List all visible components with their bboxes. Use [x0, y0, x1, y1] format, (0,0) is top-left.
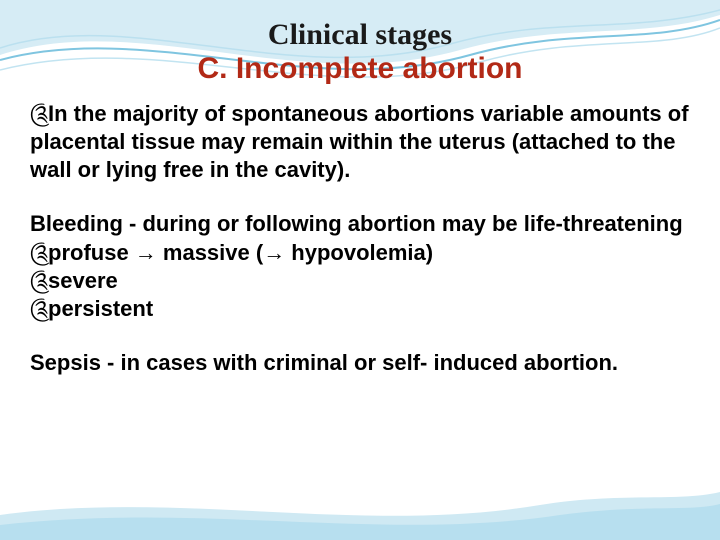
slide-supertitle: Clinical stages	[30, 18, 690, 52]
list-item-text: persistent	[48, 296, 153, 321]
bullet-icon: ༊	[30, 100, 48, 128]
footer-wave-decor	[0, 480, 720, 540]
paragraph-3-text: Sepsis - in cases with criminal or self-…	[30, 350, 618, 375]
list-item: ༊severe	[30, 267, 690, 295]
list-item: ༊profuse → massive (→ hypovolemia)	[30, 239, 690, 267]
paragraph-1: ༊In the majority of spontaneous abortion…	[30, 100, 690, 184]
list-item-text: profuse → massive (→ hypovolemia)	[48, 240, 433, 265]
paragraph-3: Sepsis - in cases with criminal or self-…	[30, 349, 690, 377]
bullet-icon: ༊	[30, 295, 48, 323]
paragraph-2: Bleeding - during or following abortion …	[30, 210, 690, 323]
bullet-icon: ༊	[30, 267, 48, 295]
paragraph-1-text: In the majority of spontaneous abortions…	[30, 101, 689, 182]
slide-title: C. Incomplete abortion	[30, 52, 690, 86]
slide-content: Clinical stages C. Incomplete abortion ༊…	[0, 0, 720, 377]
block2-intro: Bleeding - during or following abortion …	[30, 210, 690, 238]
bullet-icon: ༊	[30, 239, 48, 267]
list-item: ༊persistent	[30, 295, 690, 323]
list-item-text: severe	[48, 268, 118, 293]
